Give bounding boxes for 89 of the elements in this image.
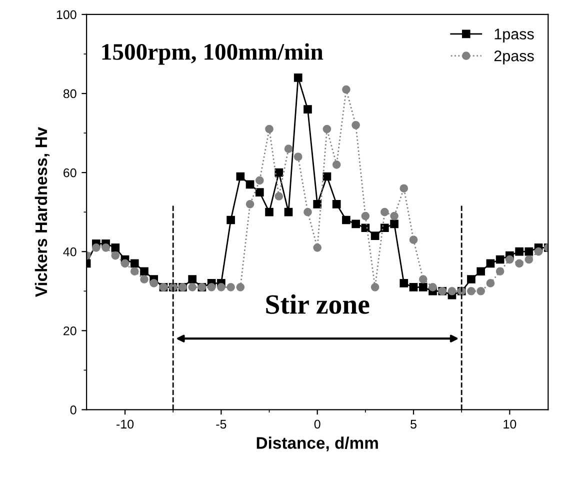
point <box>304 208 312 216</box>
y-tick-label: 80 <box>63 89 76 98</box>
point <box>361 224 370 232</box>
point <box>380 224 389 232</box>
point <box>294 152 302 161</box>
annotation: 1500rpm, 100mm/min <box>102 43 324 65</box>
point <box>486 259 495 268</box>
point <box>467 286 476 296</box>
point <box>313 200 322 208</box>
point <box>120 259 130 268</box>
point <box>361 212 370 220</box>
point <box>111 243 120 252</box>
point <box>102 243 110 252</box>
point <box>322 124 332 134</box>
point <box>400 184 408 193</box>
point <box>486 279 495 288</box>
annotation: Stir zone <box>266 294 370 314</box>
point <box>226 216 235 224</box>
point <box>255 176 264 185</box>
point <box>496 255 504 264</box>
point <box>380 208 389 216</box>
x-tick-label: 5 <box>410 420 416 429</box>
point <box>130 259 139 268</box>
point <box>140 275 148 284</box>
point <box>284 208 293 216</box>
point <box>150 279 158 288</box>
point <box>476 267 485 276</box>
x-tick-label: 0 <box>314 420 320 429</box>
y-tick-label: 0 <box>70 406 76 414</box>
point <box>506 255 514 264</box>
point <box>246 180 254 189</box>
point <box>400 279 408 288</box>
point <box>284 144 293 154</box>
point <box>130 267 139 276</box>
point <box>188 283 196 292</box>
point <box>140 267 148 276</box>
point <box>428 283 437 292</box>
point <box>409 283 418 292</box>
point <box>524 255 534 264</box>
point <box>217 283 226 292</box>
y-tick-label: 100 <box>56 10 76 20</box>
point <box>534 247 543 256</box>
point <box>92 243 100 252</box>
point <box>236 283 245 292</box>
point <box>111 251 120 260</box>
point <box>342 216 350 224</box>
y-tick-label: 60 <box>64 168 76 178</box>
point <box>226 283 235 292</box>
point <box>188 275 196 284</box>
point <box>304 105 312 114</box>
point <box>370 232 380 240</box>
point <box>265 124 274 134</box>
point <box>332 160 341 169</box>
point <box>390 220 398 228</box>
point <box>515 247 524 256</box>
point <box>255 188 264 196</box>
point <box>352 220 360 228</box>
point <box>246 200 254 208</box>
y-axis-title: Vickers Hardness, Hv <box>34 127 50 298</box>
point <box>294 74 302 82</box>
point <box>390 212 398 220</box>
x-tick-label: -5 <box>216 420 226 429</box>
point <box>352 120 360 130</box>
point <box>467 275 476 284</box>
x-tick-label: -10 <box>116 420 134 429</box>
point <box>448 286 456 296</box>
point <box>322 172 332 181</box>
point <box>476 286 485 296</box>
point <box>370 283 380 292</box>
y-tick-label: 20 <box>64 326 76 336</box>
point <box>496 267 504 276</box>
point <box>274 168 284 177</box>
point <box>418 283 428 292</box>
legend-label: 2pass <box>494 50 534 64</box>
x-axis-title: Distance, d/mm <box>256 436 378 452</box>
point <box>409 236 418 244</box>
y-tick-label: 40 <box>63 247 76 256</box>
x-tick-label: 10 <box>504 420 516 429</box>
point <box>274 192 284 200</box>
point <box>524 247 534 256</box>
point <box>236 172 245 181</box>
point <box>313 243 322 252</box>
point <box>265 208 274 216</box>
point <box>332 200 341 208</box>
point <box>207 283 216 292</box>
point <box>515 259 524 268</box>
legend-label: 1pass <box>494 28 534 42</box>
point <box>342 85 350 94</box>
point <box>418 275 428 284</box>
